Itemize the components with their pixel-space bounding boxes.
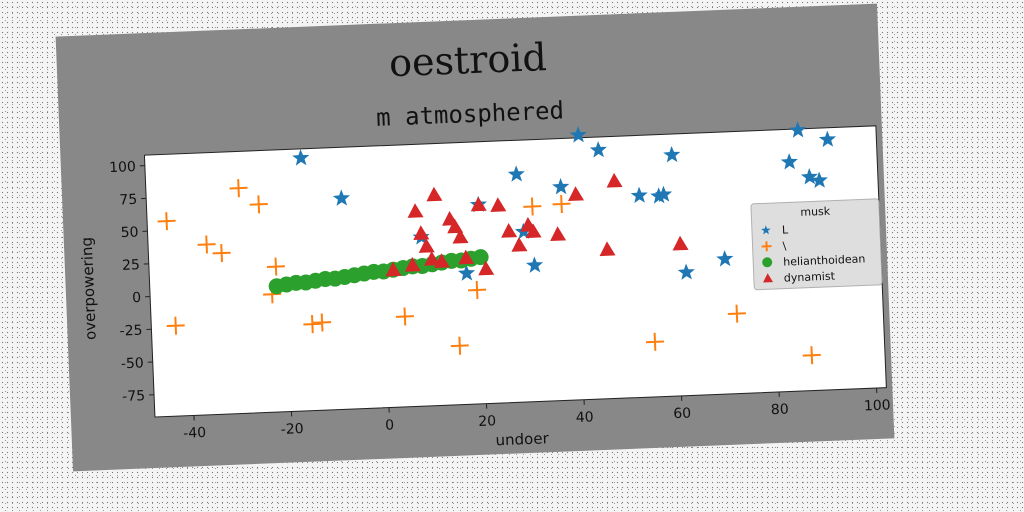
y-tick-label: 50 <box>120 224 138 241</box>
data-point <box>404 257 421 272</box>
data-point <box>292 149 310 166</box>
data-point <box>450 336 469 355</box>
scatter-chart: -40 -20 0 20 40 60 80 100 -75 -50 -25 0 25 50 75 100 und… <box>78 121 891 449</box>
data-point <box>478 260 495 276</box>
series-triangle <box>385 172 689 277</box>
data-point <box>552 178 570 195</box>
data-point <box>413 225 430 240</box>
data-point <box>313 313 332 332</box>
legend-label: \ <box>782 240 787 253</box>
data-point <box>716 250 734 267</box>
x-tick-label: 20 <box>478 413 496 430</box>
data-point <box>650 187 668 204</box>
y-tick-label: -75 <box>122 388 145 405</box>
data-point <box>407 203 424 218</box>
data-point <box>630 186 648 204</box>
x-tick-label: 0 <box>385 417 395 433</box>
data-point <box>800 168 818 185</box>
y-tick-label: 0 <box>132 290 142 306</box>
data-point <box>385 261 402 277</box>
data-point <box>599 241 616 257</box>
data-point <box>197 235 216 254</box>
data-point <box>663 146 681 163</box>
legend-marker <box>762 257 773 268</box>
data-point <box>523 197 542 216</box>
data-point <box>468 280 487 300</box>
data-point <box>727 304 746 323</box>
data-point <box>802 346 821 365</box>
y-axis-label: overpowering <box>78 237 100 341</box>
data-point <box>433 253 450 268</box>
data-point <box>426 186 443 202</box>
x-tick-label: -20 <box>280 421 303 438</box>
data-point <box>229 179 248 198</box>
data-point <box>166 316 185 335</box>
data-point <box>655 185 673 203</box>
data-point <box>550 226 567 242</box>
data-point <box>458 249 475 265</box>
data-point <box>606 172 623 188</box>
legend-title: musk <box>800 205 831 219</box>
data-point <box>645 332 665 351</box>
data-point <box>511 237 528 252</box>
legend-marker <box>763 273 774 283</box>
data-point <box>568 186 585 201</box>
data-point <box>418 238 435 253</box>
y-tick-label: 100 <box>109 159 136 176</box>
data-point <box>569 126 587 143</box>
data-point <box>552 194 571 214</box>
x-axis-label: undoer <box>495 429 550 449</box>
data-point <box>501 223 518 238</box>
chart-figure: oestroid m atmosphered -40 -20 0 20 40 60 80 10… <box>55 3 895 472</box>
data-point <box>332 189 351 206</box>
y-tick-label: 25 <box>122 257 140 274</box>
x-tick-label: 100 <box>864 397 891 414</box>
y-tick-label: -25 <box>119 323 142 340</box>
data-point <box>303 315 322 334</box>
data-point <box>818 130 837 148</box>
data-point <box>677 263 695 280</box>
y-tick-label: -50 <box>121 355 144 372</box>
legend-marker <box>761 241 772 252</box>
data-point <box>249 195 268 214</box>
data-point <box>507 165 525 182</box>
data-point <box>472 249 489 266</box>
x-tick-label: 40 <box>576 409 594 426</box>
legend-label: L <box>782 223 790 236</box>
data-point <box>447 218 464 234</box>
data-point <box>266 257 285 276</box>
legend-marker <box>761 225 771 235</box>
data-point <box>589 141 607 158</box>
x-tick-label: -40 <box>183 425 206 442</box>
data-point <box>780 153 798 170</box>
data-point <box>789 121 807 138</box>
data-point <box>157 212 176 231</box>
x-tick-label: 60 <box>673 405 691 422</box>
data-point <box>395 307 414 326</box>
data-point <box>457 264 476 281</box>
data-point <box>452 228 469 244</box>
data-point <box>810 171 828 189</box>
y-tick-label: 75 <box>119 192 137 209</box>
data-point <box>526 256 544 273</box>
legend-label: dynamist <box>784 270 836 285</box>
data-point <box>470 196 487 212</box>
data-point <box>525 223 542 239</box>
legend-box <box>750 198 883 291</box>
data-point <box>672 235 689 251</box>
data-point <box>490 197 507 212</box>
data-point <box>424 251 441 266</box>
legend-label: helianthoidean <box>783 252 866 268</box>
data-point <box>212 244 231 263</box>
x-tick-label: 80 <box>771 402 789 419</box>
